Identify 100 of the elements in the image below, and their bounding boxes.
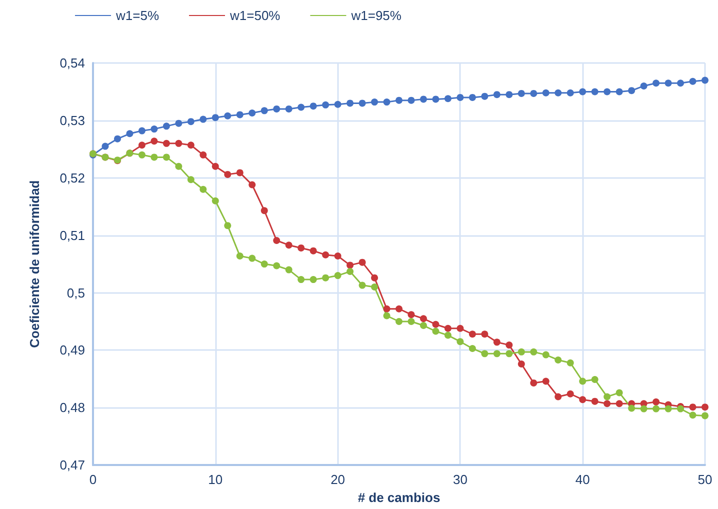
point	[493, 338, 500, 346]
point	[298, 104, 305, 111]
point	[383, 312, 390, 320]
point	[408, 96, 415, 104]
point	[310, 276, 317, 284]
point	[322, 251, 330, 258]
point	[260, 207, 268, 214]
point	[554, 89, 562, 96]
point	[396, 318, 402, 325]
point	[224, 222, 232, 230]
point	[542, 351, 550, 358]
point	[628, 404, 636, 412]
point	[506, 342, 513, 349]
point	[579, 396, 586, 404]
point	[456, 94, 464, 101]
point	[444, 95, 452, 102]
point	[248, 109, 256, 116]
point	[175, 140, 182, 147]
point	[150, 154, 158, 161]
point	[420, 315, 427, 322]
point	[640, 405, 648, 412]
point	[150, 126, 158, 133]
point	[396, 96, 402, 104]
point	[212, 162, 219, 170]
point	[162, 154, 170, 161]
point	[224, 112, 232, 120]
point	[187, 118, 194, 126]
point	[200, 186, 207, 193]
point	[542, 378, 550, 385]
point	[102, 142, 109, 150]
point	[652, 80, 660, 87]
point	[371, 274, 378, 282]
x-tick-label: 50	[698, 472, 712, 488]
point	[236, 169, 244, 176]
point	[518, 90, 525, 97]
point	[468, 94, 476, 101]
point	[493, 91, 500, 98]
point	[298, 244, 305, 252]
y-tick-label: 0,51	[60, 228, 85, 243]
point	[273, 237, 280, 244]
point	[689, 404, 696, 411]
point	[396, 305, 402, 312]
point	[566, 89, 574, 96]
point	[248, 254, 256, 262]
point	[604, 400, 611, 408]
point	[640, 82, 648, 90]
x-tick-label: 20	[330, 472, 346, 488]
point	[542, 89, 550, 96]
point	[273, 262, 280, 270]
point	[420, 96, 427, 103]
point	[604, 88, 611, 96]
point	[468, 330, 476, 338]
point	[652, 398, 660, 406]
point	[162, 140, 170, 147]
point	[285, 105, 292, 112]
point	[566, 390, 574, 398]
y-tick-label: 0,53	[60, 112, 85, 128]
point	[358, 100, 366, 107]
x-tick-label: 10	[208, 472, 223, 488]
point	[162, 122, 170, 130]
point	[604, 393, 611, 400]
point	[481, 92, 488, 100]
point	[432, 320, 440, 328]
y-tick-label: 0,49	[60, 342, 85, 358]
point	[432, 96, 440, 103]
point	[554, 393, 562, 400]
legend-label: w1=50%	[229, 8, 281, 23]
point	[481, 330, 488, 338]
point	[334, 100, 342, 108]
point	[260, 107, 268, 114]
point	[689, 78, 696, 85]
point	[200, 116, 207, 123]
point	[579, 378, 586, 385]
point	[150, 138, 158, 145]
point	[334, 252, 342, 260]
point	[554, 356, 562, 364]
point	[346, 262, 354, 269]
point	[591, 88, 598, 96]
point	[346, 100, 354, 107]
point	[346, 268, 354, 276]
point	[212, 197, 219, 204]
point	[358, 282, 366, 289]
point	[616, 88, 623, 96]
x-tick-label: 30	[452, 472, 468, 488]
point	[456, 338, 464, 346]
point	[175, 162, 182, 170]
point	[481, 350, 488, 358]
point	[236, 252, 244, 260]
point	[358, 258, 366, 266]
point	[224, 170, 232, 178]
point	[322, 101, 330, 108]
point	[138, 151, 146, 158]
point	[334, 272, 342, 280]
point	[408, 311, 415, 318]
point	[579, 88, 586, 96]
point	[677, 405, 684, 412]
point	[310, 102, 317, 110]
y-tick-label: 0,5	[66, 285, 85, 300]
point	[298, 276, 305, 284]
point	[566, 359, 574, 366]
